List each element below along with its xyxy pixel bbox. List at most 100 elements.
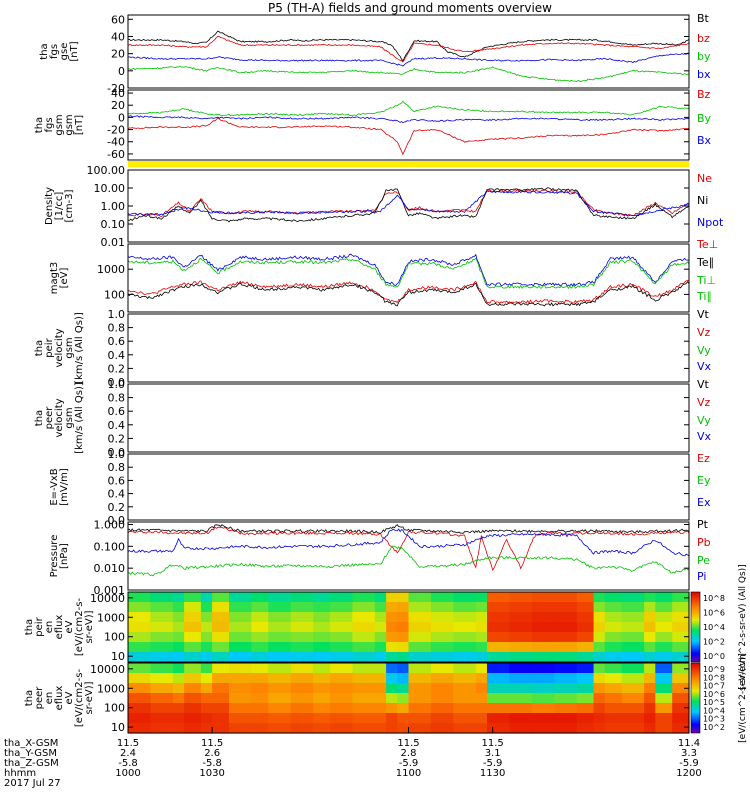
heatmap-cell bbox=[430, 703, 454, 714]
heatmap-cell bbox=[621, 693, 645, 704]
y-tick-label: 100.00 bbox=[87, 164, 126, 177]
heatmap-cell bbox=[184, 612, 202, 623]
heatmap-cell bbox=[655, 602, 673, 613]
heatmap-cell bbox=[475, 693, 488, 704]
heatmap-cell bbox=[554, 652, 578, 663]
heatmap-cell bbox=[531, 632, 555, 643]
y-tick-label: 0.4 bbox=[108, 488, 126, 501]
panel-frame bbox=[127, 313, 690, 383]
heatmap-cell bbox=[604, 592, 623, 603]
legend-entry: by bbox=[697, 50, 711, 63]
heatmap-cell bbox=[200, 632, 213, 643]
y-axis-label: tha bbox=[24, 619, 35, 635]
heatmap-cell bbox=[184, 703, 202, 714]
heatmap-cell bbox=[150, 693, 174, 704]
heatmap-cell bbox=[313, 673, 331, 684]
heatmap-cell bbox=[621, 703, 645, 714]
heatmap-cell bbox=[200, 703, 213, 714]
y-axis-label: gsm bbox=[64, 407, 75, 428]
y-axis-label: gsm bbox=[64, 114, 75, 135]
heatmap-cell bbox=[212, 622, 230, 633]
heatmap-cell bbox=[352, 612, 376, 623]
heatmap-cell bbox=[576, 693, 595, 704]
heatmap-cell bbox=[453, 693, 477, 704]
heatmap-cell bbox=[604, 642, 623, 653]
heatmap-cell bbox=[475, 632, 488, 643]
heatmap-cell bbox=[330, 622, 353, 633]
heatmap-cell bbox=[509, 652, 533, 663]
heatmap-cell bbox=[352, 642, 376, 653]
heatmap-cell bbox=[655, 592, 673, 603]
heatmap-cell bbox=[430, 723, 454, 734]
colorbar-unit: [eV/(cm^2-s-sr-eV) (All Qs)] bbox=[738, 564, 748, 689]
heatmap-cell bbox=[374, 683, 387, 694]
heatmap-cell bbox=[621, 663, 645, 674]
heatmap-cell bbox=[290, 602, 314, 613]
y-tick-label: 0.4 bbox=[108, 349, 126, 362]
heatmap-cell bbox=[229, 652, 252, 663]
heatmap-cell bbox=[128, 602, 151, 613]
heatmap-cell bbox=[212, 663, 230, 674]
heatmap-cell bbox=[200, 663, 213, 674]
y-axis-label: [1/cc] bbox=[54, 192, 65, 221]
heatmap-cell bbox=[229, 683, 252, 694]
heatmap-cell bbox=[212, 592, 230, 603]
heatmap-cell bbox=[604, 673, 623, 684]
legend-entry: Vy bbox=[697, 414, 711, 427]
heatmap-cell bbox=[268, 602, 292, 613]
heatmap-cell bbox=[330, 703, 353, 714]
heatmap-cell bbox=[408, 602, 432, 613]
y-tick-label: 100 bbox=[104, 631, 125, 644]
heatmap-cell bbox=[644, 683, 656, 694]
y-tick-label: 1.0 bbox=[108, 308, 126, 321]
heatmap-cell bbox=[509, 602, 533, 613]
heatmap-cell bbox=[531, 713, 555, 724]
heatmap-cell bbox=[290, 693, 314, 704]
heatmap-cell bbox=[593, 693, 606, 704]
heatmap-cell bbox=[430, 612, 454, 623]
heatmap-cell bbox=[313, 612, 331, 623]
heatmap-cell bbox=[604, 703, 623, 714]
series-Te⊥ bbox=[127, 279, 690, 304]
series-Ti∥ bbox=[127, 257, 690, 290]
y-tick-label: 0 bbox=[118, 111, 125, 124]
heatmap-cell bbox=[128, 723, 151, 734]
heatmap-cell bbox=[475, 642, 488, 653]
panel-frame bbox=[127, 453, 690, 521]
y-tick-label: 0.0 bbox=[108, 446, 126, 459]
heatmap-cell bbox=[330, 642, 353, 653]
colorbar-tick: 10^9 bbox=[703, 665, 725, 674]
heatmap-cell bbox=[251, 663, 269, 674]
heatmap-cell bbox=[475, 602, 488, 613]
heatmap-cell bbox=[313, 622, 331, 633]
heatmap-cell bbox=[212, 713, 230, 724]
heatmap-cell bbox=[290, 703, 314, 714]
heatmap-cell bbox=[290, 683, 314, 694]
x-row-label: tha_X-GSM bbox=[4, 738, 58, 749]
colorbar-tick: 10^5 bbox=[703, 698, 725, 707]
y-axis-label: [km/s (All Qs)] bbox=[74, 312, 85, 384]
x-tick-label: 3.3 bbox=[681, 748, 697, 759]
heatmap-cell bbox=[453, 673, 477, 684]
heatmap-cell bbox=[408, 612, 432, 623]
y-axis-label: fgs bbox=[49, 44, 60, 59]
x-row-label: hhmm bbox=[4, 768, 36, 779]
heatmap-cell bbox=[150, 713, 174, 724]
heatmap-cell bbox=[352, 652, 376, 663]
heatmap-cell bbox=[644, 612, 656, 623]
heatmap-cell bbox=[313, 652, 331, 663]
heatmap-cell bbox=[531, 602, 555, 613]
heatmap-cell bbox=[593, 592, 606, 603]
heatmap-cell bbox=[672, 652, 690, 663]
heatmap-cell bbox=[200, 612, 213, 623]
heatmap-cell bbox=[672, 683, 690, 694]
legend-entry: Npot bbox=[697, 216, 724, 229]
x-tick-label: 1130 bbox=[480, 768, 505, 779]
x-tick-label: -5.9 bbox=[679, 758, 699, 769]
heatmap-cell bbox=[509, 592, 533, 603]
heatmap-cell bbox=[430, 642, 454, 653]
heatmap-cell bbox=[212, 693, 230, 704]
heatmap-cell bbox=[313, 703, 331, 714]
heatmap-cell bbox=[386, 642, 398, 653]
colorbar-tick: 10^6 bbox=[703, 690, 725, 699]
